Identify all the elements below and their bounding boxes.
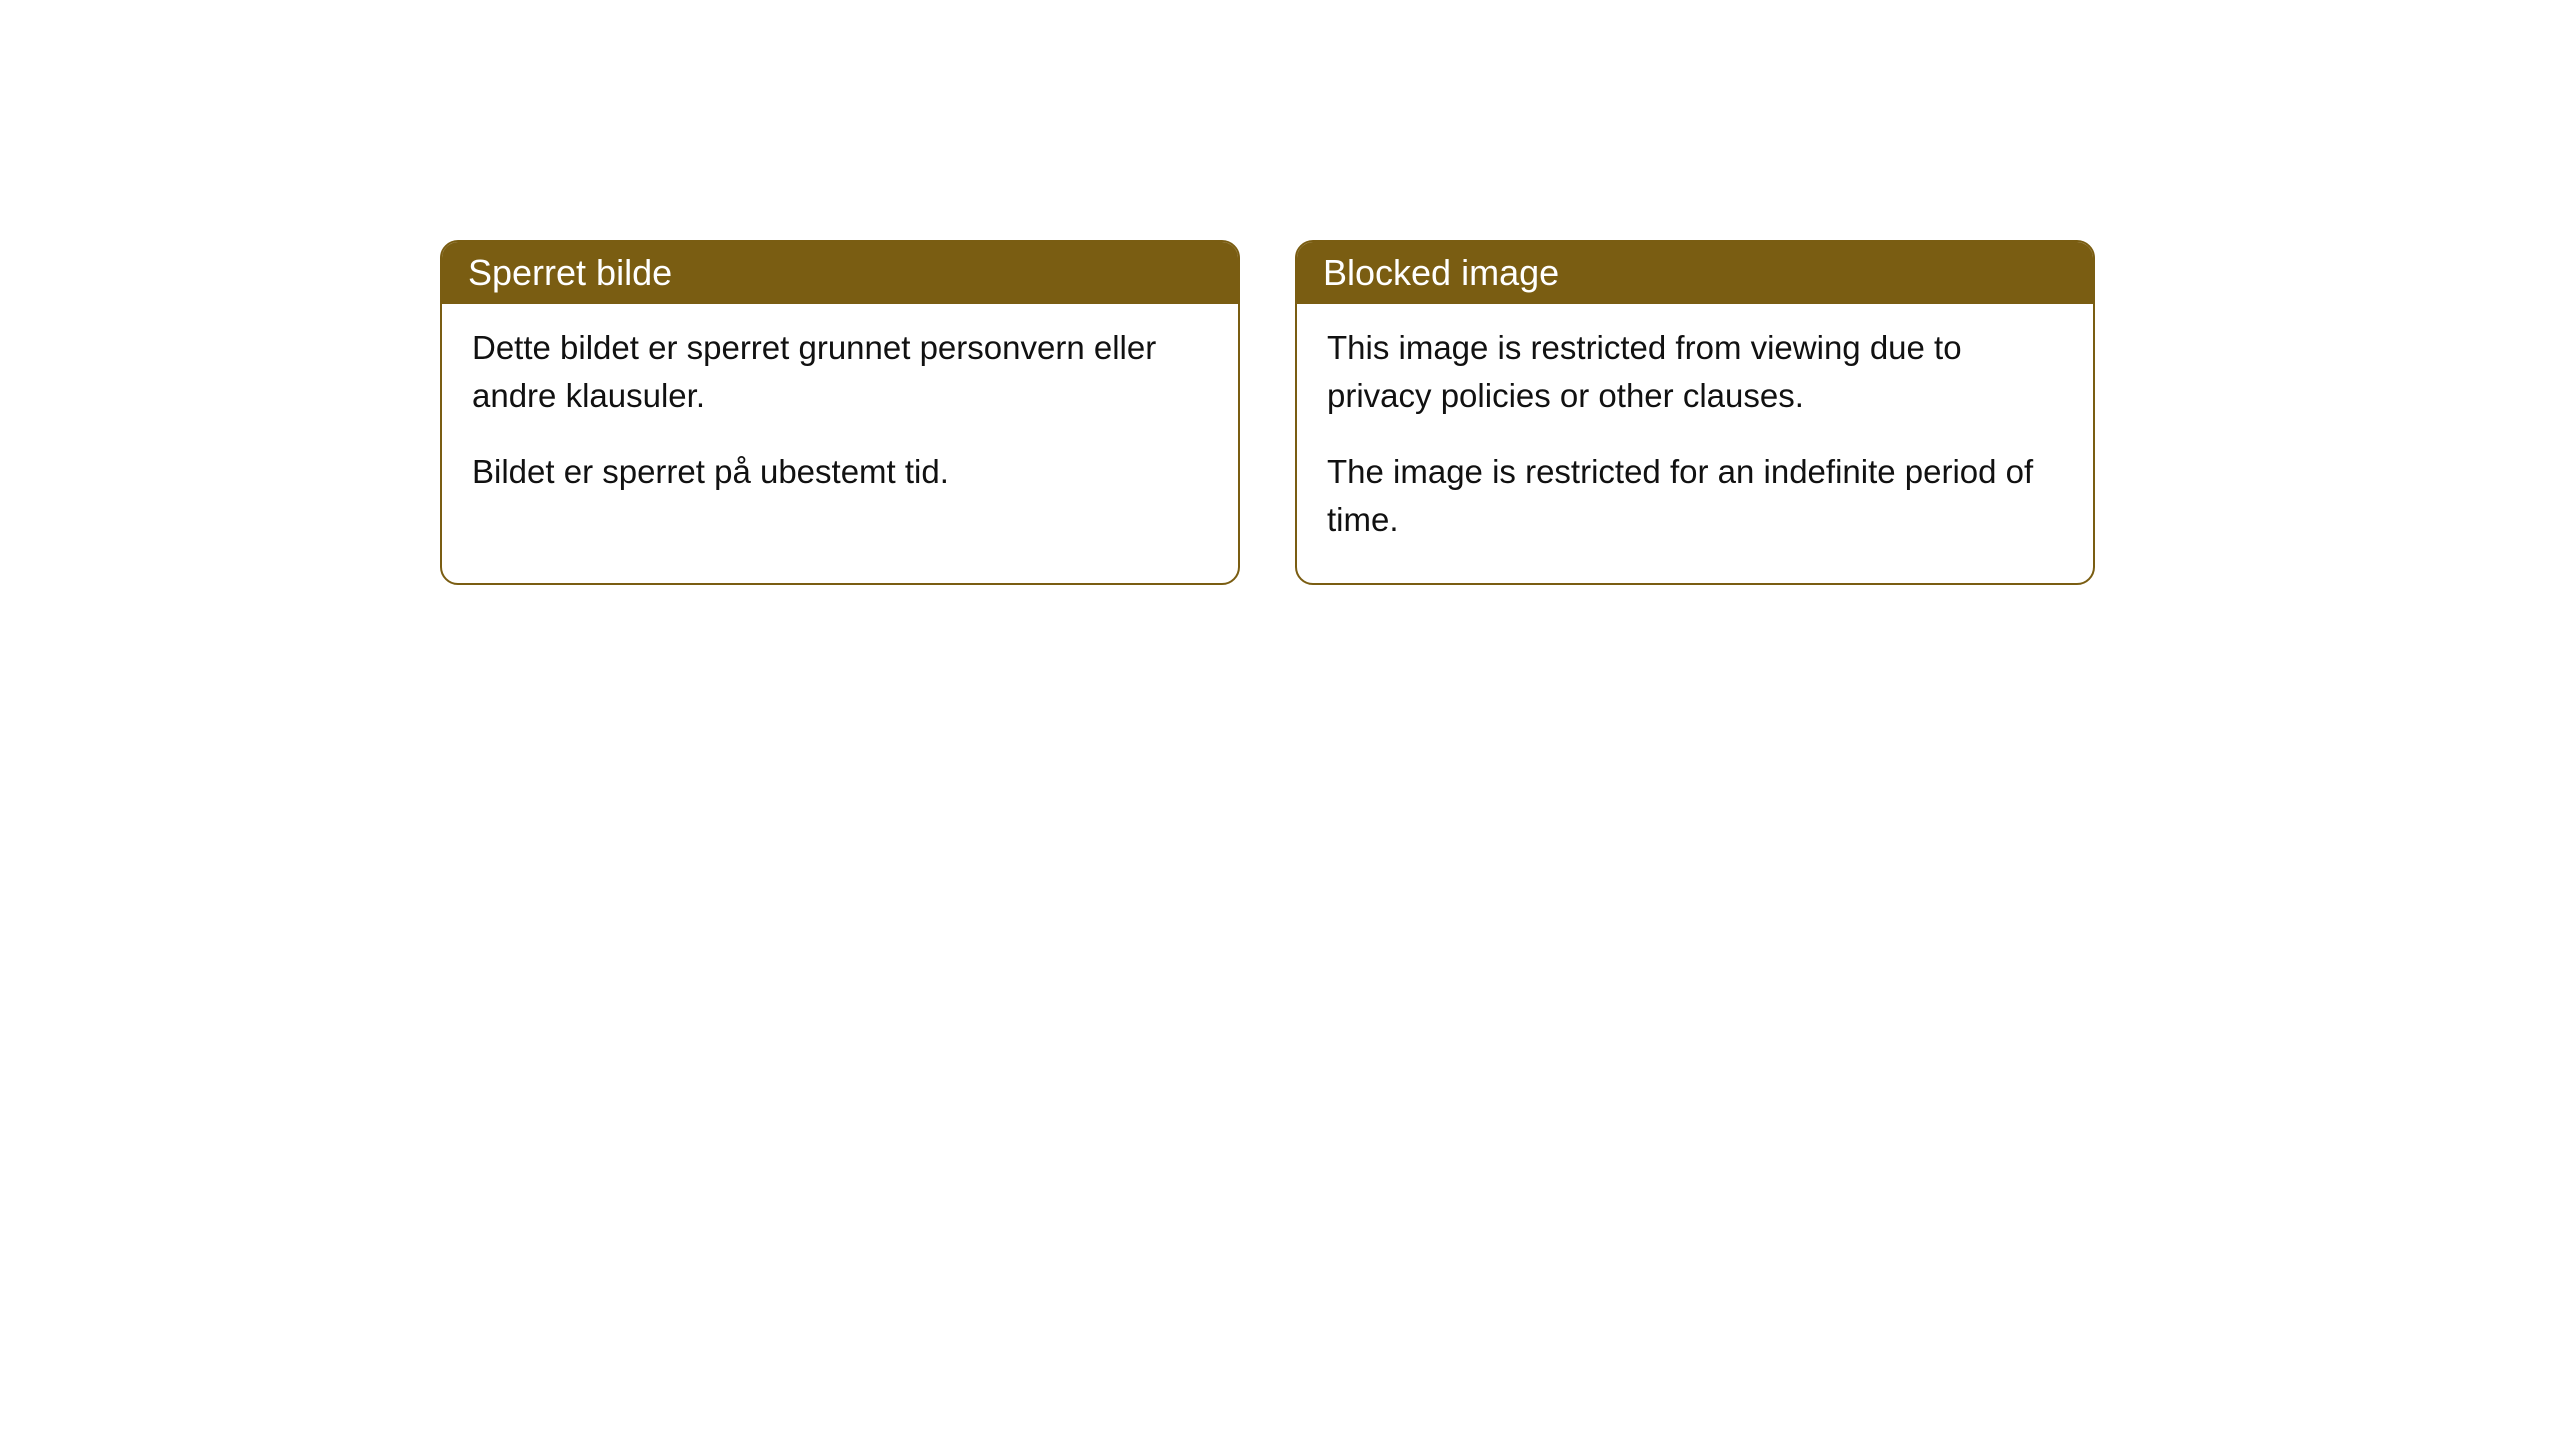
card-body-no: Dette bildet er sperret grunnet personve… <box>442 304 1238 536</box>
cards-container: Sperret bilde Dette bildet er sperret gr… <box>440 240 2095 585</box>
blocked-image-card-no: Sperret bilde Dette bildet er sperret gr… <box>440 240 1240 585</box>
card-text-no-1: Dette bildet er sperret grunnet personve… <box>472 324 1208 420</box>
card-text-en-2: The image is restricted for an indefinit… <box>1327 448 2063 544</box>
card-text-en-1: This image is restricted from viewing du… <box>1327 324 2063 420</box>
card-header-en: Blocked image <box>1297 242 2093 304</box>
card-header-no: Sperret bilde <box>442 242 1238 304</box>
card-body-en: This image is restricted from viewing du… <box>1297 304 2093 583</box>
blocked-image-card-en: Blocked image This image is restricted f… <box>1295 240 2095 585</box>
card-text-no-2: Bildet er sperret på ubestemt tid. <box>472 448 1208 496</box>
